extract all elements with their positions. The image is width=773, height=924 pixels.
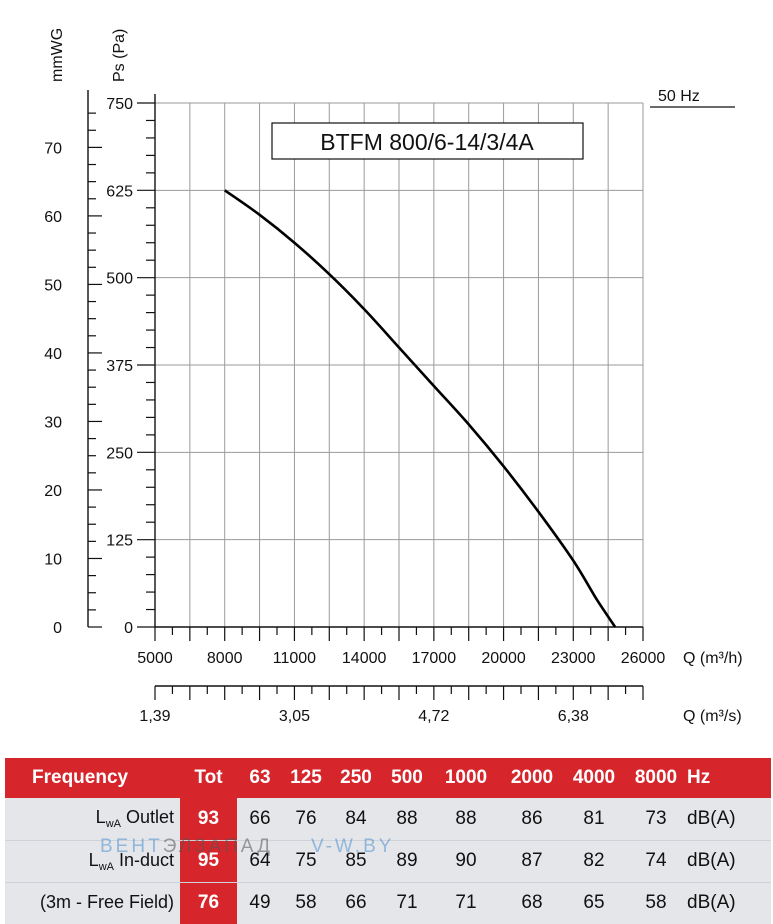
x-tick-label: 26000 [621,650,666,667]
row-label-rest: Outlet [120,807,174,828]
y-tick-label: 375 [106,358,133,375]
row-label: LwA In-duct [5,839,180,882]
band-value: 74 [625,839,687,882]
y-tick-label: 750 [106,96,133,113]
band-value: 81 [583,807,605,829]
row-label: (3m - Free Field) [5,881,180,924]
band-value: 87 [501,839,563,882]
x-tick-label: 17000 [412,650,457,667]
x-tick-label: 8000 [207,650,243,667]
band-header: 125 [290,767,322,788]
tot-value: 95 [180,839,237,882]
x-tick-label: 11000 [273,650,316,667]
hz-unit-header: Hz [687,767,711,788]
x-tick-label: 5000 [137,650,173,667]
x2-tick-label: 3,05 [279,708,310,725]
title-box [271,122,584,160]
performance-curve [223,189,617,628]
band-value: 82 [563,839,625,882]
y-tick-label: 125 [106,533,133,550]
frequency-header: Frequency [32,767,129,788]
band-value: 73 [645,807,667,829]
band-value: 86 [521,807,543,829]
x2-tick-label: 1,39 [139,708,170,725]
band-value: 68 [501,881,563,924]
x-axis-label: Q (m³/h) [683,650,743,667]
pressure-curve-line [223,189,617,628]
table-row: LwA Outlet 93 66 76 84 88 88 86 81 73 dB(A) [5,798,771,840]
x-tick-label: 20000 [481,650,526,667]
mm-tick-label: 20 [44,483,62,500]
axis-labels: 0 125 250 375 500 625 750 0 10 20 30 40 50 60 70 5000 80… [44,28,742,725]
band-header: 8000 [634,767,678,788]
mm-axis-title: mmWG [49,28,66,82]
band-header: 1000 [444,767,488,788]
y-tick-label: 500 [106,271,133,288]
band-value: 71 [383,881,431,924]
tot-value: 93 [180,798,237,840]
band-header: 63 [249,767,271,788]
row-label-sub: wA [105,818,121,831]
band-header: 4000 [572,767,616,788]
row-label-sub: wA [98,860,114,873]
band-value: 71 [431,881,501,924]
band-value: 65 [563,881,625,924]
x2-tick-label: 6,38 [558,708,589,725]
band-value: 64 [237,839,283,882]
row-label-rest: (3m - Free Field) [39,891,174,912]
mm-tick-label: 10 [44,551,62,568]
row-label: LwA Outlet [5,798,180,840]
band-value: 76 [295,807,317,829]
y-tick-label: 250 [106,445,133,462]
y-axis-title: Ps (Pa) [111,29,128,82]
band-value: 58 [625,881,687,924]
tot-header: Tot [194,767,223,788]
band-header: 500 [391,767,423,788]
band-value: 75 [283,839,329,882]
band-value: 85 [329,839,383,882]
mm-tick-label: 40 [44,346,62,363]
frequency-label: 50 Hz [658,88,700,105]
x-tick-label: 23000 [551,650,596,667]
db-unit: dB(A) [687,807,736,829]
mm-tick-label: 0 [53,620,62,637]
band-value: 66 [329,881,383,924]
band-value: 88 [396,807,418,829]
fan-curve-chart: 0 125 250 375 500 625 750 0 10 20 30 40 50 60 70 5000 80… [44,28,742,725]
row-label-rest: In-duct [113,849,174,870]
band-value: 88 [455,807,477,829]
band-value: 49 [237,881,283,924]
table-row: (3m - Free Field) 76 49 58 66 71 71 68 65 58 dB(A) [5,881,771,924]
table-row: LwA In-duct 95 64 75 85 89 90 87 82 74 dB(A) [5,839,771,882]
table-header-row: Frequency Tot 63 125 250 500 1000 2000 4… [5,758,771,798]
band-header: 2000 [510,767,554,788]
mm-tick-label: 70 [44,140,62,157]
band-value: 90 [431,839,501,882]
mm-tick-label: 30 [44,414,62,431]
x2-axis-label: Q (m³/s) [683,708,742,725]
tot-value: 76 [180,881,237,924]
y-tick-label: 0 [124,620,133,637]
mm-tick-label: 60 [44,209,62,226]
db-unit: dB(A) [687,839,771,882]
x2-tick-label: 4,72 [418,708,449,725]
band-value: 66 [249,807,271,829]
band-value: 58 [283,881,329,924]
chart-title-box: BTFM 800/6-14/3/4A [271,122,584,160]
x-tick-label: 14000 [342,650,387,667]
sound-power-table: Frequency Tot 63 125 250 500 1000 2000 4… [5,758,771,924]
db-unit: dB(A) [687,881,771,924]
row-label-main: L [95,807,106,828]
row-label-main: L [88,849,99,870]
band-value: 89 [383,839,431,882]
axes [87,90,644,700]
band-value: 84 [345,807,367,829]
mm-tick-label: 50 [44,277,62,294]
band-header: 250 [340,767,372,788]
chart-title: BTFM 800/6-14/3/4A [320,129,534,155]
grid-lines [155,102,644,627]
y-tick-label: 625 [106,183,133,200]
